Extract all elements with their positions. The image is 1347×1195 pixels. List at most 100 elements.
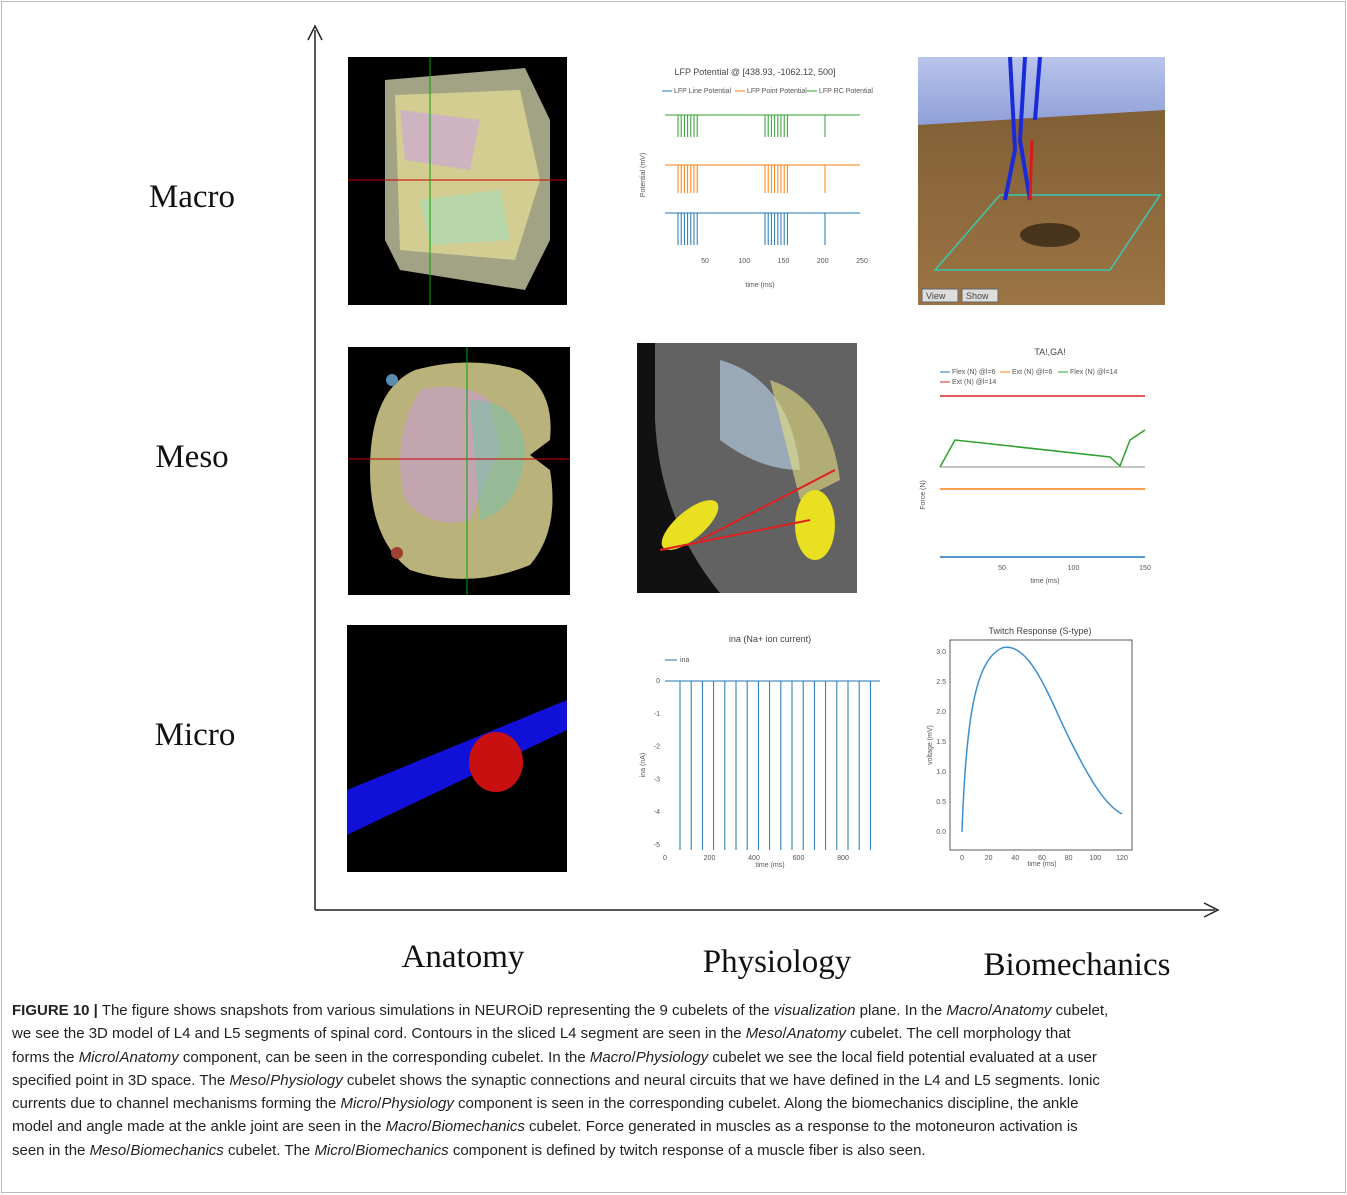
x-tick-label: 0: [960, 855, 964, 862]
caption-text: visualization: [773, 1002, 856, 1019]
x-tick-label: 50: [998, 565, 1006, 572]
micro-biomechanics-panel: Twitch Response (S-type) voltage (mV) ti…: [918, 625, 1165, 870]
x-tick-label: 80: [1065, 855, 1073, 862]
y-tick-label: -5: [654, 842, 660, 849]
y-tick-label: 0: [656, 678, 660, 685]
axes: [307, 24, 1220, 918]
figure: Macro Meso Micro Anatomy Physiology Biom…: [149, 24, 1220, 983]
caption-text: /: [427, 1118, 432, 1136]
caption-text: /: [377, 1095, 382, 1113]
caption-text: Micro: [340, 1095, 378, 1113]
y-tick-label: 0.0: [936, 829, 946, 836]
macro-anatomy-panel: [348, 57, 567, 305]
caption-text: component is seen in the corresponding c…: [453, 1095, 1079, 1113]
caption-text: Physiology: [270, 1071, 343, 1089]
caption-text: Biomechanics: [130, 1141, 224, 1159]
y-tick-label: -4: [654, 809, 660, 816]
button[interactable]: Show: [966, 291, 989, 301]
y-tick-label: -1: [654, 711, 660, 718]
caption-text: cubelet,: [1051, 1002, 1109, 1019]
x-label: time (ms): [1030, 578, 1059, 585]
caption-text: cubelet. The: [223, 1141, 315, 1159]
caption-text: currents due to channel mechanisms formi…: [12, 1095, 341, 1113]
x-tick-label: 120: [1116, 855, 1128, 862]
x-tick-label: 40: [1011, 855, 1019, 862]
column-label: Biomechanics: [984, 947, 1171, 983]
caption-text: FIGURE 10 |: [12, 1002, 98, 1019]
caption-text: seen in the: [12, 1141, 90, 1159]
caption-text: Macro: [385, 1118, 428, 1136]
chart-title: ina (Na+ ion current): [729, 634, 811, 644]
caption-text: cubelet. Force generated in muscles as a…: [524, 1118, 1078, 1136]
caption-text: Micro: [78, 1048, 116, 1066]
row-label: Macro: [149, 179, 235, 215]
column-label: Physiology: [703, 944, 852, 980]
row-label: Meso: [155, 439, 228, 475]
caption-text: /: [782, 1025, 787, 1043]
x-tick-label: 150: [1139, 565, 1151, 572]
x-tick-label: 60: [1038, 855, 1046, 862]
legend: Ext (N) @l=6: [1012, 369, 1052, 376]
caption-line: specified point in 3D space. The Meso/Ph…: [12, 1069, 1342, 1092]
micro-physiology-panel: ina (Na+ ion current) ina ina (nA) time …: [637, 625, 885, 870]
x-tick-label: 100: [738, 258, 750, 265]
caption-text: Macro: [946, 1002, 989, 1019]
y-tick-label: 2.5: [936, 679, 946, 686]
caption-line: FIGURE 10 | The figure shows snapshots f…: [12, 999, 1342, 1022]
caption-line: we see the 3D model of L4 and L5 segment…: [12, 1022, 1342, 1045]
chart-title: LFP Potential @ [438.93, -1062.12, 500]: [674, 67, 835, 77]
caption-text: plane. In the: [855, 1002, 947, 1019]
caption-text: /: [266, 1071, 271, 1089]
macro-biomechanics-panel: View Show: [918, 56, 1165, 305]
caption-line: model and angle made at the ankle joint …: [12, 1115, 1342, 1138]
caption-text: Biomechanics: [431, 1118, 525, 1136]
x-tick-label: 200: [704, 855, 716, 862]
caption-text: component is defined by twitch response …: [448, 1141, 926, 1159]
caption-text: cubelet. The cell morphology that: [845, 1025, 1071, 1043]
caption-text: /: [115, 1048, 120, 1066]
y-label: voltage (mV): [927, 725, 934, 765]
caption-text: forms the: [12, 1048, 79, 1066]
caption-text: /: [351, 1141, 356, 1159]
y-tick-label: 2.0: [936, 709, 946, 716]
caption-text: Micro: [314, 1141, 352, 1159]
caption-line: seen in the Meso/Biomechanics cubelet. T…: [12, 1139, 1342, 1162]
micro-anatomy-panel: [347, 625, 567, 872]
button[interactable]: View: [926, 291, 946, 301]
caption-text: /: [631, 1048, 636, 1066]
x-tick-label: 600: [793, 855, 805, 862]
x-tick-label: 100: [1089, 855, 1101, 862]
caption-text: /: [988, 1002, 993, 1019]
x-label: time (ms): [1027, 861, 1056, 868]
caption-text: specified point in 3D space. The: [12, 1071, 230, 1089]
caption-text: Anatomy: [786, 1025, 846, 1043]
macro-physiology-panel: LFP Potential @ [438.93, -1062.12, 500] …: [637, 57, 873, 292]
chart-title: TA!,GA!: [1034, 347, 1065, 357]
caption-text: Macro: [589, 1048, 632, 1066]
x-tick-label: 20: [985, 855, 993, 862]
legend: LFP Point Potential: [747, 88, 807, 95]
caption-text: Physiology: [635, 1048, 709, 1066]
caption-line: forms the Micro/Anatomy component, can b…: [12, 1046, 1342, 1069]
column-label: Anatomy: [402, 939, 525, 975]
meso-anatomy-panel: [348, 347, 570, 595]
y-tick-label: 3.0: [936, 649, 946, 656]
legend: Flex (N) @l=6: [952, 369, 996, 376]
legend: Ext (N) @l=14: [952, 379, 996, 386]
caption-text: Anatomy: [992, 1002, 1052, 1019]
legend: Flex (N) @l=14: [1070, 369, 1117, 376]
caption-text: cubelet we see the local field potential…: [708, 1048, 1097, 1066]
x-tick-label: 250: [856, 258, 868, 265]
caption-line: currents due to channel mechanisms formi…: [12, 1092, 1342, 1115]
lfp-traces: [677, 115, 826, 245]
caption-text: component, can be seen in the correspond…: [178, 1048, 590, 1066]
caption-text: /: [126, 1141, 131, 1159]
y-tick-label: -2: [654, 744, 660, 751]
y-tick-label: 1.5: [936, 739, 946, 746]
y-tick-label: -3: [654, 776, 660, 783]
legend: ina: [680, 657, 689, 664]
x-tick-label: 200: [817, 258, 829, 265]
x-label: time (ms): [755, 862, 784, 869]
y-label: Force (N): [920, 480, 927, 510]
meso-physiology-panel: [637, 343, 857, 593]
